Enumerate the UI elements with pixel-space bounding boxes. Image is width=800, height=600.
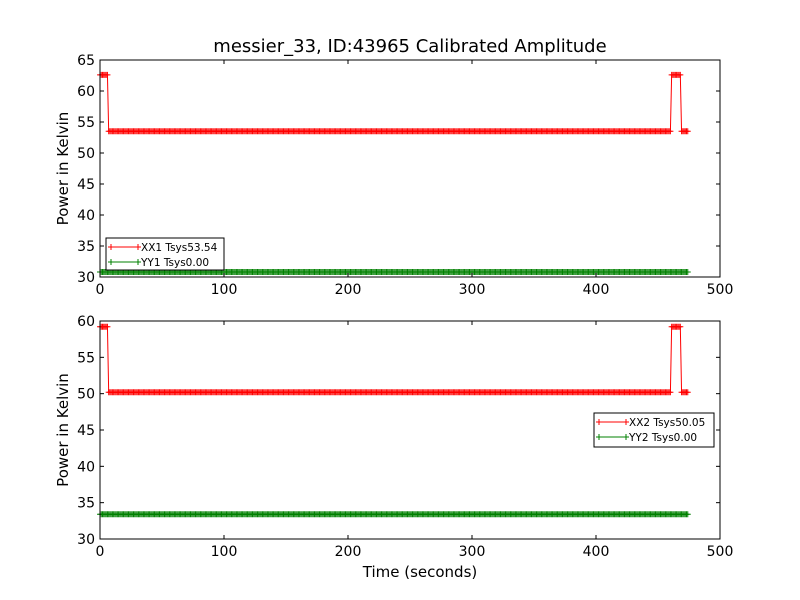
- y-tick-label: 30: [77, 270, 95, 286]
- y-tick-label: 55: [77, 350, 95, 366]
- x-tick-label: 200: [335, 544, 362, 560]
- chart-title: messier_33, ID:43965 Calibrated Amplitud…: [213, 36, 606, 57]
- x-tick-label: 300: [459, 544, 486, 560]
- data-point: [684, 269, 691, 276]
- legend-label: YY1 Tsys0.00: [140, 257, 209, 269]
- y-axis-label: Power in Kelvin: [54, 112, 72, 226]
- series-2: [97, 511, 691, 518]
- legend-label: XX2 Tsys50.05: [629, 417, 705, 429]
- legend-box: [105, 237, 225, 271]
- bottom-panel: 0 100 200 300 400 500 30 35 40 45 50 55 60 Power in K…: [54, 314, 733, 581]
- legend-marker: [596, 419, 602, 425]
- legend: XX1 Tsys53.54 YY1 Tsys0.00: [105, 237, 225, 271]
- y-tick-label: 30: [77, 532, 95, 548]
- series-1: [97, 71, 691, 135]
- x-tick-label: 300: [459, 282, 486, 298]
- legend-label: XX1 Tsys53.54: [141, 242, 218, 254]
- y-tick-label: 45: [77, 423, 95, 439]
- y-tick-label: 35: [77, 496, 95, 512]
- legend-marker: [623, 419, 629, 425]
- legend: XX2 Tsys50.05 YY2 Tsys0.00: [593, 412, 715, 448]
- data-point: [677, 71, 684, 78]
- legend-box: [593, 412, 715, 448]
- y-tick-label: 35: [77, 239, 95, 255]
- x-tick-label: 100: [211, 282, 238, 298]
- x-tick-label: 400: [583, 282, 610, 298]
- legend-marker: [135, 259, 141, 265]
- x-axis-label: Time (seconds): [362, 563, 478, 581]
- y-axis-label: Power in Kelvin: [54, 373, 72, 487]
- series-1: [97, 323, 691, 396]
- data-point: [684, 511, 691, 518]
- x-tick-label: 0: [96, 282, 105, 298]
- legend-marker: [108, 259, 114, 265]
- y-tick-label: 40: [77, 459, 95, 475]
- y-tick-label: 45: [77, 177, 95, 193]
- top-panel: 0 100 200 300 400 500 30 35 40 45 50 55 60 65 Power in…: [54, 53, 733, 298]
- x-tick-label: 100: [211, 544, 238, 560]
- y-tick-label: 40: [77, 208, 95, 224]
- x-tick-label: 200: [335, 282, 362, 298]
- y-tick-label: 55: [77, 115, 95, 131]
- x-tick-label: 500: [707, 282, 734, 298]
- y-tick-label: 65: [77, 53, 95, 69]
- data-point: [104, 71, 111, 78]
- legend-marker: [135, 244, 141, 250]
- data-point: [667, 389, 674, 396]
- legend-marker: [623, 434, 629, 440]
- data-point: [684, 128, 691, 135]
- y-tick-label: 60: [77, 84, 95, 100]
- data-point: [684, 389, 691, 396]
- data-point: [677, 323, 684, 330]
- legend-marker: [596, 434, 602, 440]
- axes-frame: [99, 59, 721, 278]
- x-tick-label: 0: [96, 544, 105, 560]
- x-tick-label: 500: [707, 544, 734, 560]
- data-point: [104, 323, 111, 330]
- y-tick-label: 60: [77, 314, 95, 330]
- legend-marker: [108, 244, 114, 250]
- y-tick-label: 50: [77, 387, 95, 403]
- legend-label: YY2 Tsys0.00: [628, 432, 697, 444]
- series-2: [97, 269, 691, 276]
- x-tick-label: 400: [583, 544, 610, 560]
- data-point: [667, 128, 674, 135]
- y-tick-label: 50: [77, 146, 95, 162]
